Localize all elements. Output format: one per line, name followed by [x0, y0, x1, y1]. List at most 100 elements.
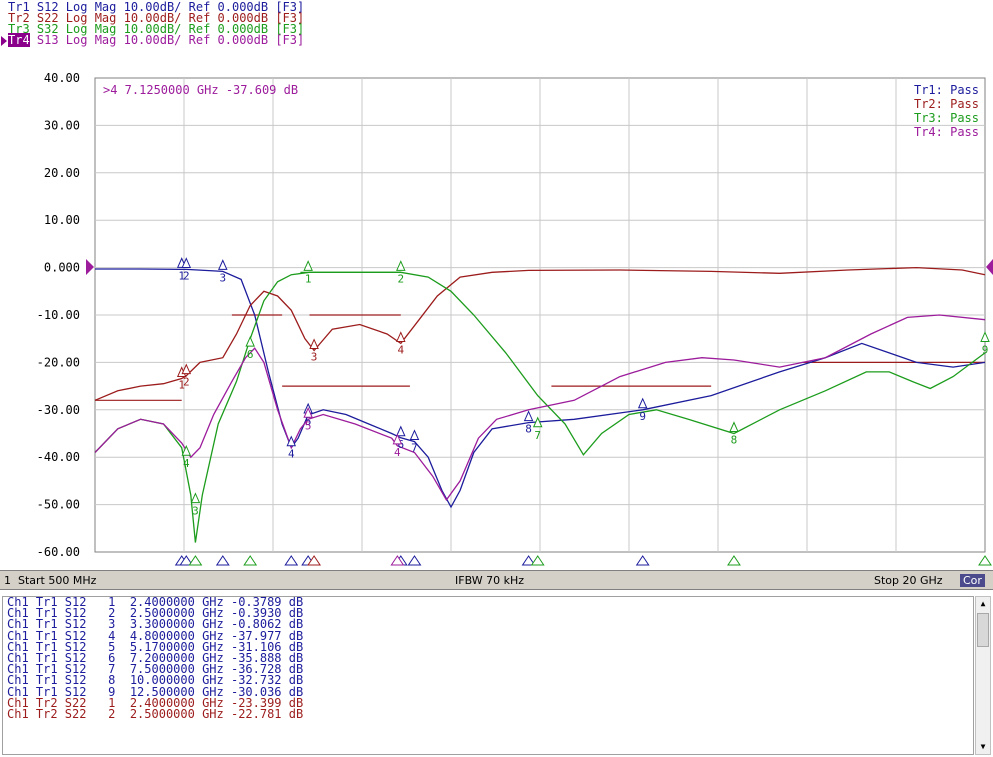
- stimulus-marker-icon: [215, 555, 230, 566]
- trace-line-Tr1: [95, 268, 986, 509]
- marker-icon: [396, 260, 406, 271]
- trace-settings: S12 Log Mag 10.00dB/ Ref 0.000dB [F3]: [29, 0, 305, 14]
- y-tick-label: 0.000: [44, 261, 80, 275]
- trace-settings: S32 Log Mag 10.00dB/ Ref 0.000dB [F3]: [29, 22, 305, 36]
- marker-icon: [729, 421, 739, 432]
- correction-badge[interactable]: Cor: [960, 574, 985, 587]
- marker-label: 6: [247, 348, 254, 361]
- stimulus-marker-icon: [243, 555, 258, 566]
- trace-row-1[interactable]: Tr1 S12 Log Mag 10.00dB/ Ref 0.000dB [F3…: [8, 0, 305, 14]
- trace-row-3[interactable]: Tr3 S32 Log Mag 10.00dB/ Ref 0.000dB [F3…: [8, 22, 305, 36]
- marker-icon: [409, 429, 420, 441]
- marker-label: 9: [982, 343, 989, 356]
- marker-icon: [181, 444, 192, 456]
- active-trace-icon: [1, 35, 7, 46]
- marker-table-row[interactable]: Ch1 Tr1 S12 4 4.8000000 GHz -37.977 dB: [7, 628, 304, 643]
- marker-table-scrollbar[interactable]: ▲ ▼: [975, 596, 991, 755]
- scroll-thumb[interactable]: [977, 613, 989, 647]
- marker-label: 3: [219, 271, 226, 284]
- marker-icon: [396, 331, 406, 342]
- y-tick-label: -60.00: [37, 545, 80, 559]
- y-tick-label: -10.00: [37, 308, 80, 322]
- marker-icon: [523, 410, 534, 422]
- marker-table-row[interactable]: Ch1 Tr1 S12 3 3.3000000 GHz -0.8062 dB: [7, 617, 304, 632]
- marker-icon: [286, 435, 297, 447]
- marker-label: 1: [305, 272, 312, 285]
- trace-header: Tr1 S12 Log Mag 10.00dB/ Ref 0.000dB [F3…: [1, 0, 305, 47]
- stimulus-marker-icon: [635, 555, 650, 566]
- marker-table-row[interactable]: Ch1 Tr1 S12 7 7.5000000 GHz -36.728 dB: [7, 662, 304, 677]
- marker-label: 9: [639, 410, 646, 423]
- marker-label: 2: [183, 269, 190, 282]
- pass-label: Tr3: Pass: [914, 111, 979, 125]
- y-tick-label: -50.00: [37, 498, 80, 512]
- y-tick-label: 20.00: [44, 166, 80, 180]
- trace-line-Tr2: [94, 266, 986, 401]
- y-tick-label: -40.00: [37, 450, 80, 464]
- marker-label: 2: [397, 272, 404, 285]
- y-tick-label: 30.00: [44, 118, 80, 132]
- pass-label: Tr2: Pass: [914, 97, 979, 111]
- scroll-up-icon[interactable]: ▲: [980, 599, 986, 608]
- trace-line-Tr3: [94, 271, 986, 543]
- grid: [94, 77, 986, 553]
- marker-icon: [309, 338, 319, 350]
- marker-icon: [980, 331, 990, 342]
- scroll-down-icon[interactable]: ▼: [980, 742, 986, 751]
- chart-area[interactable]: 40.00 30.00 20.00 10.00 0.000 -10.00 -20.00 -30…: [0, 60, 993, 570]
- marker-icon: [303, 407, 313, 418]
- ref-level-right-icon[interactable]: [986, 259, 993, 275]
- stimulus-marker-icon: [179, 555, 194, 566]
- y-tick-label: -30.00: [37, 403, 80, 417]
- marker-icon: [637, 397, 648, 409]
- marker-icon: [245, 335, 255, 347]
- stimulus-marker-icon: [284, 555, 299, 566]
- marker-table-row[interactable]: Ch1 Tr1 S12 6 7.2000000 GHz -35.888 dB: [7, 651, 304, 666]
- marker-icon: [181, 257, 192, 268]
- trace-settings: S22 Log Mag 10.00dB/ Ref 0.000dB [F3]: [29, 11, 305, 25]
- stimulus-markers: [174, 555, 992, 566]
- pass-label: Tr4: Pass: [914, 125, 979, 139]
- stimulus-marker-icon: [407, 555, 422, 566]
- stimulus-marker-icon: [188, 555, 203, 566]
- trace-label: Tr3: [8, 22, 30, 36]
- stimulus-marker-icon: [727, 555, 741, 566]
- start-frequency[interactable]: Start 500 MHz: [18, 574, 97, 587]
- marker-table-row[interactable]: Ch1 Tr1 S12 9 12.500000 GHz -30.036 dB: [7, 684, 304, 699]
- marker-label: 4: [394, 446, 401, 459]
- trace-row-2[interactable]: Tr2 S22 Log Mag 10.00dB/ Ref 0.000dB [F3…: [8, 11, 305, 25]
- marker-icon: [532, 416, 543, 428]
- marker-label: 5: [305, 419, 312, 432]
- ref-level-left-icon[interactable]: [86, 259, 94, 275]
- trace-settings: S13 Log Mag 10.00dB/ Ref 0.000dB [F3]: [29, 33, 305, 47]
- marker-table-row[interactable]: Ch1 Tr2 S22 2 2.5000000 GHz -22.781 dB: [7, 707, 304, 722]
- y-axis-labels: 40.00 30.00 20.00 10.00 0.000 -10.00 -20.00 -30…: [37, 71, 80, 559]
- trace-label: Tr1: [8, 0, 30, 14]
- trace-row-4[interactable]: Tr4 S13 Log Mag 10.00dB/ Ref 0.000dB [F3…: [1, 33, 305, 47]
- channel-number[interactable]: 1: [4, 574, 11, 587]
- marker-table-row[interactable]: Ch1 Tr1 S12 1 2.4000000 GHz -0.3789 dB: [7, 596, 304, 609]
- marker-label: 3: [192, 505, 199, 518]
- stop-frequency[interactable]: Stop 20 GHz: [874, 574, 943, 587]
- marker-icon: [190, 492, 201, 504]
- marker-label: 8: [525, 423, 532, 436]
- stimulus-marker-icon: [307, 555, 322, 566]
- marker-label: 7: [534, 429, 541, 442]
- marker-table-row[interactable]: Ch1 Tr1 S12 8 10.000000 GHz -32.732 dB: [7, 673, 304, 688]
- marker-table-row[interactable]: Ch1 Tr1 S12 5 5.1700000 GHz -31.106 dB: [7, 639, 304, 654]
- y-tick-label: 40.00: [44, 71, 80, 85]
- marker-icon: [218, 259, 228, 270]
- pass-label: Tr1: Pass: [914, 83, 979, 97]
- marker-label: 8: [731, 434, 738, 447]
- marker-label: 4: [183, 457, 190, 470]
- marker-label: 7: [411, 442, 418, 455]
- marker-table-row[interactable]: Ch1 Tr1 S12 2 2.5000000 GHz -0.3930 dB: [7, 606, 304, 621]
- stimulus-marker-icon: [978, 555, 992, 566]
- marker-label: 1: [178, 269, 185, 282]
- marker-table[interactable]: Ch1 Tr1 S12 1 2.4000000 GHz -0.3789 dB Ch…: [2, 596, 974, 755]
- marker-label: 3: [311, 351, 318, 364]
- ifbw[interactable]: IFBW 70 kHz: [455, 574, 525, 587]
- stimulus-marker-icon: [530, 555, 545, 566]
- active-marker-readout: >4 7.1250000 GHz -37.609 dB: [103, 83, 298, 97]
- marker-table-row[interactable]: Ch1 Tr2 S22 1 2.4000000 GHz -23.399 dB: [7, 695, 304, 710]
